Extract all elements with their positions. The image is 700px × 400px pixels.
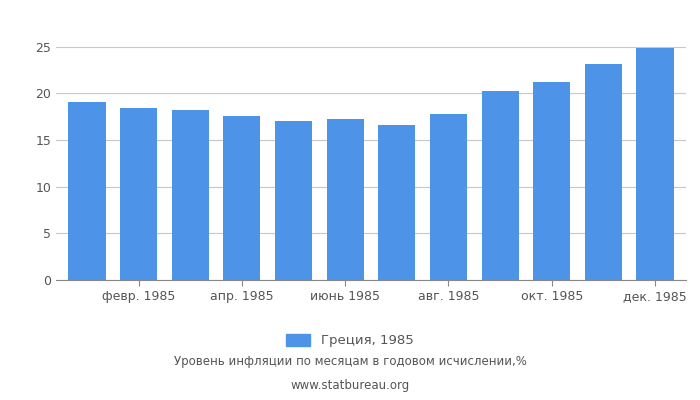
Bar — [584, 64, 622, 280]
Legend: Греция, 1985: Греция, 1985 — [281, 328, 419, 352]
Bar — [223, 116, 260, 280]
Text: www.statbureau.org: www.statbureau.org — [290, 380, 410, 392]
Bar — [172, 110, 209, 280]
Bar — [430, 114, 467, 280]
Text: Уровень инфляции по месяцам в годовом исчислении,%: Уровень инфляции по месяцам в годовом ис… — [174, 356, 526, 368]
Bar — [69, 102, 106, 280]
Bar — [533, 82, 570, 280]
Bar — [275, 121, 312, 280]
Bar — [636, 48, 673, 280]
Bar — [120, 108, 158, 280]
Bar — [378, 125, 415, 280]
Bar — [482, 90, 519, 280]
Bar — [327, 120, 364, 280]
